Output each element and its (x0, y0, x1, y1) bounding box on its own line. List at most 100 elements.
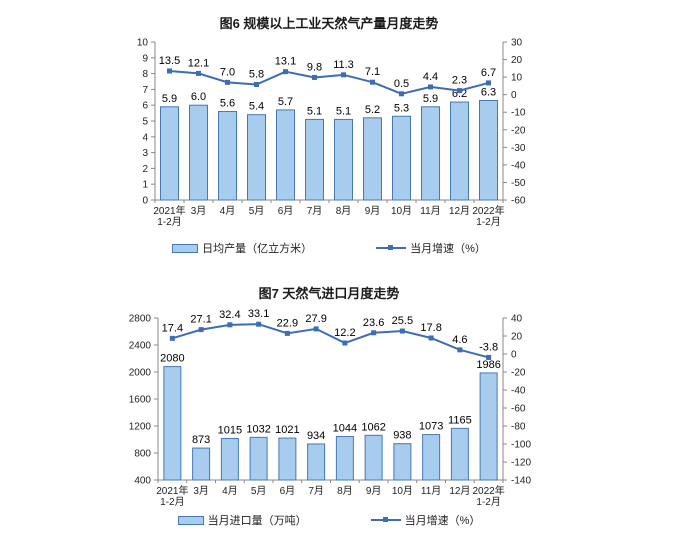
category-label: 2022年 (473, 484, 505, 497)
category-label: 7月 (307, 205, 323, 217)
bar (218, 111, 237, 201)
chart-production-monthly: 图6 规模以上工业天然气产量月度走势 0 1 2 3 4 5 6 7 8 9 10 30 20 10 0 -1… (120, 12, 590, 256)
bar-value-label: 5.7 (278, 96, 293, 108)
chart6-legend-item-line: 当月增速（%） (376, 240, 486, 256)
line-marker (457, 347, 463, 353)
bar-value-label: 5.9 (162, 93, 177, 105)
line-value-label: 22.9 (277, 317, 298, 329)
line-marker (227, 322, 233, 328)
bar (247, 114, 266, 201)
line-value-label: 12.2 (334, 327, 355, 339)
line-value-label: 25.5 (392, 315, 413, 327)
right-axis-tick-label: -100 (511, 440, 531, 451)
line-value-label: 17.4 (162, 322, 183, 334)
bar (276, 109, 295, 201)
bar-value-label: 934 (307, 430, 325, 442)
bar (334, 118, 353, 201)
growth-line (172, 323, 489, 359)
line-value-label: 6.7 (481, 67, 496, 79)
chart7-legend-item-bar: 当月进口量（万吨） (177, 512, 307, 528)
line-marker (167, 68, 172, 74)
bar (220, 437, 239, 481)
category-label: 10月 (391, 205, 412, 217)
line-marker (225, 79, 230, 85)
line-value-label: 17.8 (420, 322, 441, 334)
line-marker (371, 330, 377, 336)
right-axis-tick-label: 0 (511, 350, 517, 361)
growth-line (169, 69, 489, 95)
right-axis-tick-label: -60 (511, 196, 526, 207)
line-marker (198, 327, 204, 333)
line-value-label: 23.6 (363, 317, 384, 329)
left-axis-tick-label: 3 (142, 148, 148, 159)
right-axis-tick-label: -10 (511, 108, 526, 119)
bar-value-label: 5.4 (249, 101, 264, 113)
category-label: 11月 (420, 205, 440, 217)
bar (392, 115, 411, 201)
right-axis-tick-label: -20 (511, 125, 526, 136)
line-value-label: 4.6 (452, 334, 467, 346)
bar-value-label: 1073 (419, 421, 443, 433)
line-marker (313, 326, 319, 332)
right-axis-tick-label: -60 (511, 404, 526, 415)
right-axis-tick-label: -80 (511, 422, 526, 433)
left-axis-tick-label: 5 (142, 117, 148, 128)
chart6-canvas: 0 1 2 3 4 5 6 7 8 9 10 30 20 10 0 -10 -20 -30 -40 -50 -60 5.9… (137, 38, 526, 229)
bar-value-label: 1986 (476, 359, 500, 371)
chart6-title: 图6 规模以上工业天然气产量月度走势 (219, 16, 439, 31)
line-value-label: 7.1 (365, 66, 380, 78)
line-marker (428, 335, 434, 341)
bar (335, 436, 354, 481)
chart-imports-monthly: 图7 天然气进口月度走势 400 800 1200 1600 2000 2400 2800 4… (120, 282, 590, 528)
category-label: 5月 (251, 485, 267, 497)
bar (163, 366, 182, 481)
right-axis-tick-label: 20 (511, 332, 523, 343)
line-value-label: 32.4 (219, 309, 240, 321)
category-label: 1-2月 (160, 496, 184, 508)
left-axis-tick-label: 6 (142, 101, 148, 112)
line-value-label: 9.8 (307, 61, 322, 73)
left-axis-tick-label: 8 (142, 69, 148, 80)
line-value-label: 33.1 (248, 308, 269, 320)
left-axis-tick-label: 2400 (129, 341, 152, 352)
line-marker (312, 74, 317, 80)
line-marker (399, 328, 405, 334)
left-axis-tick-label: 1 (142, 180, 148, 191)
left-axis-tick-label: 2800 (129, 314, 152, 325)
bar-value-label: 5.9 (423, 93, 438, 105)
bar (393, 443, 412, 481)
left-axis-tick-label: 1600 (129, 395, 152, 406)
right-axis-tick-label: 20 (511, 55, 523, 66)
line-value-label: 11.3 (333, 59, 354, 71)
left-axis-tick-label: 7 (142, 85, 148, 96)
bar-value-label: 1021 (275, 424, 299, 436)
left-axis-tick-label: 0 (142, 196, 148, 207)
line-marker (486, 354, 492, 360)
chart6-legend-line-label: 当月增速（%） (410, 243, 486, 255)
bar (450, 101, 469, 201)
chart7-legend-line-label: 当月增速（%） (404, 515, 481, 527)
bar-value-label: 1044 (333, 423, 357, 435)
left-axis-tick-label: 800 (134, 449, 151, 460)
right-axis-tick-label: 0 (511, 90, 517, 101)
chart7-legend-bar-label: 当月进口量（万吨） (207, 515, 307, 527)
bar-value-label: 873 (192, 434, 210, 446)
bar (278, 437, 297, 481)
category-label: 12月 (449, 205, 470, 217)
left-axis-tick-label: 400 (134, 476, 151, 487)
line-value-label: 4.4 (423, 71, 438, 83)
line-marker (341, 72, 346, 78)
category-label: 8月 (336, 205, 352, 217)
bar-value-label: 5.1 (336, 105, 351, 117)
bar (422, 434, 441, 481)
category-label: 8月 (337, 485, 353, 497)
bar (450, 427, 469, 481)
line-marker (457, 88, 462, 94)
chart6-legend: 日均产量（亿立方米） 当月增速（%） (120, 240, 538, 256)
right-axis-tick-label: -40 (511, 386, 526, 397)
right-axis-tick-label: -120 (511, 458, 531, 469)
category-label: 3月 (193, 485, 209, 497)
right-axis-tick-label: -30 (511, 143, 526, 154)
category-label: 2021年 (156, 484, 188, 497)
